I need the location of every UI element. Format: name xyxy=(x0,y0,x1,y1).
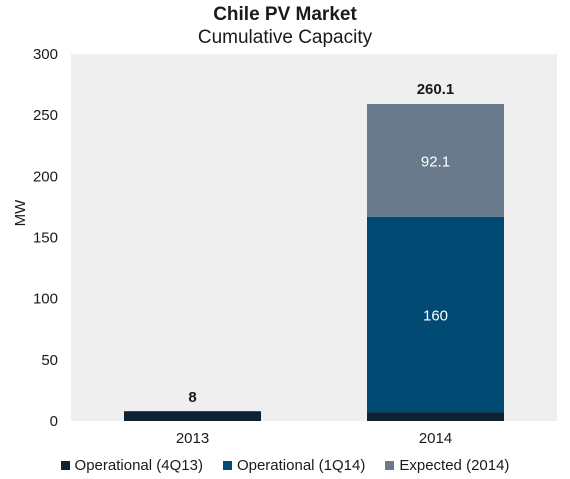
legend-label: Operational (1Q14) xyxy=(236,457,366,474)
bar-segment xyxy=(367,412,504,421)
y-tick-label: 250 xyxy=(33,107,58,124)
bar-segment xyxy=(124,411,261,421)
legend-item: Expected (2014) xyxy=(385,457,509,474)
y-axis-label: MW xyxy=(12,199,29,226)
data-label: 92.1 xyxy=(421,153,450,170)
x-tick-label: 2014 xyxy=(419,430,452,447)
bar-segment xyxy=(367,104,504,217)
y-tick-label: 0 xyxy=(50,413,58,430)
legend-item: Operational (1Q14) xyxy=(222,457,366,474)
total-label: 260.1 xyxy=(417,81,455,98)
bar-segment xyxy=(367,216,504,413)
y-tick-label: 50 xyxy=(41,352,58,369)
legend-item: Operational (4Q13) xyxy=(60,457,203,474)
legend-swatch xyxy=(222,461,232,470)
chart-subtitle: Cumulative Capacity xyxy=(197,27,373,48)
x-axis: 2013 2014 xyxy=(176,430,452,447)
legend-swatch xyxy=(385,461,395,470)
legend-swatch xyxy=(60,461,70,470)
y-axis: 0 50 100 150 200 250 300 xyxy=(33,46,58,430)
y-tick-label: 200 xyxy=(33,168,58,185)
bars: 8 160 92.1 260.1 xyxy=(124,81,504,421)
legend-label: Expected (2014) xyxy=(399,457,510,474)
y-tick-label: 100 xyxy=(33,291,58,308)
chart-title: Chile PV Market xyxy=(213,4,357,25)
x-tick-label: 2013 xyxy=(176,430,209,447)
y-tick-label: 300 xyxy=(33,46,58,63)
data-label: 160 xyxy=(423,308,448,325)
legend: Operational (4Q13) Operational (1Q14) Expe… xyxy=(0,457,570,474)
total-label: 8 xyxy=(188,389,196,406)
legend-label: Operational (4Q13) xyxy=(74,457,203,474)
y-tick-label: 150 xyxy=(33,230,58,247)
